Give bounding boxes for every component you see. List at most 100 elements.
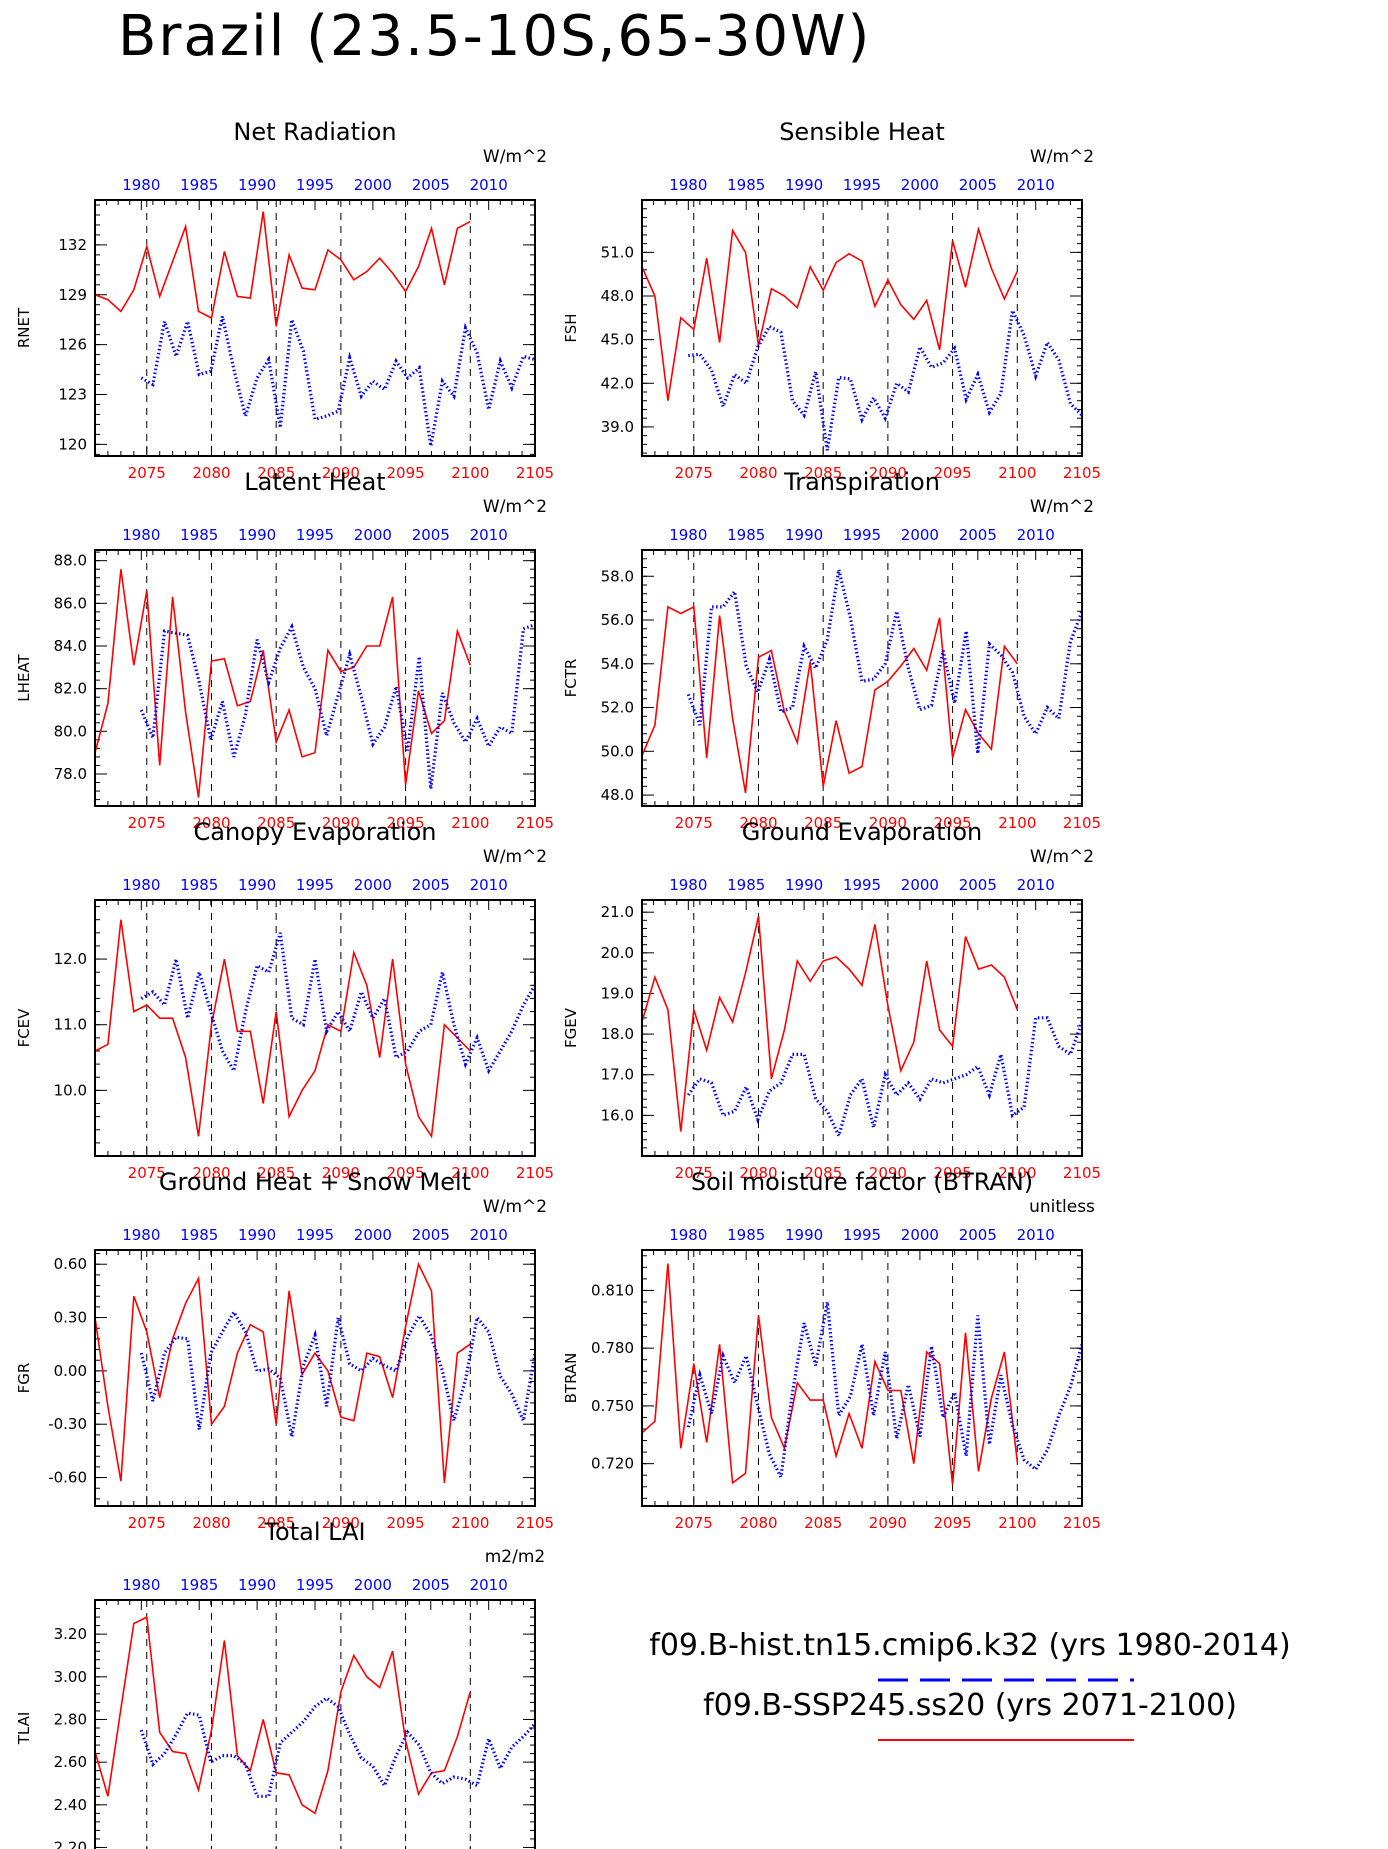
bottom-tick-label: 2085 — [804, 1514, 842, 1532]
bottom-tick-label: 2080 — [192, 464, 230, 482]
y-tick-label: 54.0 — [601, 655, 634, 673]
panel-title: Net Radiation — [233, 118, 396, 146]
panel-units: W/m^2 — [483, 847, 547, 867]
y-tick-label: 2.80 — [54, 1710, 87, 1728]
panel-units: W/m^2 — [483, 497, 547, 517]
bottom-tick-label: 2090 — [322, 814, 360, 832]
y-tick-label: 48.0 — [601, 287, 634, 305]
top-tick-label: 2005 — [959, 1226, 997, 1244]
y-tick-label: 17.0 — [601, 1066, 634, 1084]
top-tick-label: 2000 — [901, 176, 939, 194]
y-axis-label: FGR — [15, 1363, 33, 1394]
y-axis-label: FSH — [562, 313, 580, 342]
plot-frame — [641, 1249, 1083, 1507]
series-ssp245-line — [642, 226, 1019, 401]
plot-frame — [641, 549, 1083, 807]
panel-units: W/m^2 — [1030, 497, 1094, 517]
series-hist-line — [139, 622, 535, 790]
y-tick-label: 11.0 — [54, 1016, 87, 1034]
top-tick-label: 1980 — [669, 876, 707, 894]
y-tick-label: 20.0 — [601, 944, 634, 962]
top-tick-label: 1985 — [727, 876, 765, 894]
series-hist-line — [688, 304, 1082, 451]
top-tick-label: 1980 — [669, 176, 707, 194]
y-tick-label: 52.0 — [601, 699, 634, 717]
y-tick-label: 0.30 — [54, 1309, 87, 1327]
legend-ssp-label: f09.B-SSP245.ss20 (yrs 2071-2100) — [703, 1688, 1237, 1723]
plot-frame — [641, 199, 1083, 457]
y-tick-label: 0.750 — [591, 1397, 634, 1415]
bottom-tick-label: 2075 — [675, 464, 713, 482]
bottom-tick-label: 2100 — [451, 464, 489, 482]
top-tick-label: 1990 — [785, 176, 823, 194]
top-tick-label: 2000 — [354, 876, 392, 894]
y-tick-label: 10.0 — [54, 1081, 87, 1099]
bottom-tick-label: 2075 — [128, 1164, 166, 1182]
y-tick-label: 132 — [58, 236, 87, 254]
legend-hist-label: f09.B-hist.tn15.cmip6.k32 (yrs 1980-2014… — [649, 1628, 1291, 1663]
bottom-tick-label: 2085 — [804, 814, 842, 832]
y-tick-label: 120 — [58, 435, 87, 453]
top-tick-label: 1985 — [727, 176, 765, 194]
panel-title: Soil moisture factor (BTRAN) — [691, 1168, 1033, 1196]
bottom-tick-label: 2100 — [998, 814, 1036, 832]
top-tick-label: 1990 — [785, 876, 823, 894]
top-tick-label: 1980 — [122, 876, 160, 894]
y-tick-label: 0.720 — [591, 1455, 634, 1473]
bottom-tick-label: 2105 — [1063, 814, 1101, 832]
series-hist-line — [686, 1016, 1082, 1141]
top-tick-label: 1990 — [785, 526, 823, 544]
top-tick-label: 2010 — [470, 526, 508, 544]
bottom-tick-label: 2075 — [675, 1514, 713, 1532]
bottom-tick-label: 2080 — [192, 1514, 230, 1532]
panel-units: W/m^2 — [483, 147, 547, 167]
series-ssp245-line — [95, 569, 472, 798]
series-ssp245-line — [95, 919, 471, 1139]
y-tick-label: 16.0 — [601, 1106, 634, 1124]
y-tick-label: 126 — [58, 336, 87, 354]
series-hist-line — [140, 932, 535, 1076]
y-tick-label: 0.00 — [54, 1362, 87, 1380]
series-ssp245-line — [642, 605, 1018, 794]
bottom-tick-label: 2090 — [322, 1514, 360, 1532]
top-tick-label: 1995 — [296, 1226, 334, 1244]
panel-fgev: Ground Evaporation W/m^2 FGEV 16.0 17.0 18.0 1… — [562, 818, 1101, 1182]
top-tick-label: 2005 — [412, 176, 450, 194]
bottom-tick-label: 2095 — [386, 464, 424, 482]
top-tick-label: 1980 — [122, 526, 160, 544]
top-tick-label: 2000 — [354, 1576, 392, 1594]
y-tick-label: 123 — [58, 385, 87, 403]
y-tick-label: 2.60 — [54, 1753, 87, 1771]
panel-btran: Soil moisture factor (BTRAN)unitless BTRA… — [562, 1168, 1101, 1532]
top-tick-label: 2005 — [959, 526, 997, 544]
top-tick-label: 1985 — [180, 176, 218, 194]
y-tick-label: 2.20 — [54, 1838, 87, 1849]
y-tick-label: 50.0 — [601, 742, 634, 760]
series-hist-line — [139, 1309, 535, 1438]
top-tick-label: 1990 — [238, 1226, 276, 1244]
bottom-tick-label: 2085 — [804, 464, 842, 482]
bottom-tick-label: 2085 — [257, 1514, 295, 1532]
bottom-tick-label: 2080 — [739, 814, 777, 832]
series-ssp245-line — [95, 211, 471, 327]
top-tick-label: 1995 — [843, 1226, 881, 1244]
panel-units: W/m^2 — [1030, 847, 1094, 867]
y-tick-label: 86.0 — [54, 594, 87, 612]
top-tick-label: 2010 — [1017, 876, 1055, 894]
y-tick-label: 3.00 — [54, 1668, 87, 1686]
plot-frame — [94, 549, 536, 807]
y-tick-label: 129 — [58, 286, 87, 304]
top-tick-label: 1980 — [122, 176, 160, 194]
bottom-tick-label: 2105 — [516, 1164, 554, 1182]
series-hist-line — [140, 315, 535, 447]
top-tick-label: 1995 — [296, 1576, 334, 1594]
panel-title: Canopy Evaporation — [194, 818, 437, 846]
panel-units: unitless — [1029, 1197, 1095, 1217]
panel-units: m2/m2 — [485, 1547, 545, 1567]
y-axis-label: BTRAN — [562, 1353, 580, 1404]
bottom-tick-label: 2095 — [933, 1164, 971, 1182]
panel-title: Ground Evaporation — [742, 818, 982, 846]
top-tick-label: 1985 — [180, 876, 218, 894]
y-tick-label: 82.0 — [54, 680, 87, 698]
legend-hist-line — [878, 1678, 1134, 1682]
